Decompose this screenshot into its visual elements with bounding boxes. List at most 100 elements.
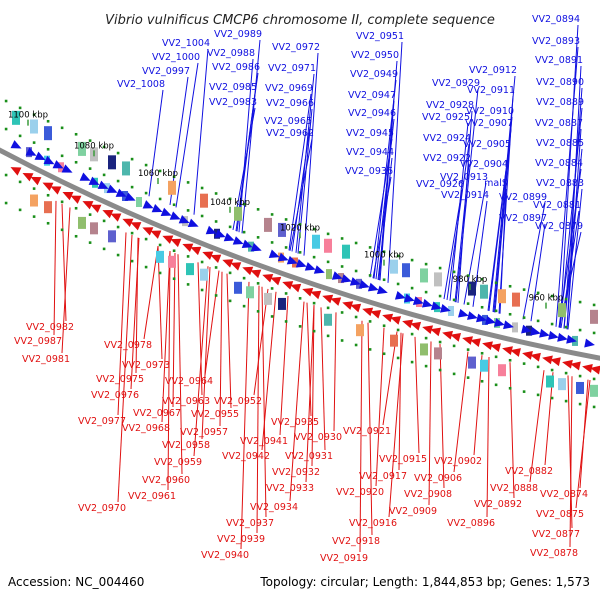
- forward-gene-arrow: [548, 330, 559, 340]
- reverse-gene-arrow: [402, 319, 414, 329]
- forward-gene-line: [530, 223, 546, 322]
- reverse-gene-arrow: [422, 325, 434, 334]
- reverse-gene-label: VV2_0957: [180, 427, 228, 438]
- marker-dot-low: [340, 311, 344, 314]
- reverse-gene-label: VV2_0937: [226, 518, 274, 529]
- forward-gene-label: VV2_0884: [535, 158, 583, 169]
- forward-gene-arrow: [277, 252, 289, 262]
- marker-dot-mid: [480, 305, 484, 309]
- forward-gene-arrow: [223, 232, 235, 242]
- forward-gene-arrow: [412, 296, 424, 305]
- reverse-gene-label: VV2_0935: [271, 417, 319, 428]
- annotation-block: [402, 263, 410, 278]
- forward-gene-arrow: [430, 301, 442, 311]
- reverse-gene-label: VV2_0896: [447, 518, 495, 529]
- reverse-gene-label: VV2_0892: [474, 499, 522, 510]
- reverse-gene-label: VV2_0877: [532, 529, 580, 540]
- reverse-gene-arrow: [450, 333, 462, 342]
- marker-dot-mid: [522, 316, 526, 319]
- forward-gene-label: VV2_0894: [532, 14, 580, 25]
- reverse-gene-label: VV2_0918: [332, 536, 380, 547]
- marker-dot-bottom: [382, 352, 386, 356]
- marker-dot-top: [550, 294, 554, 298]
- reverse-gene-arrow: [10, 167, 22, 176]
- forward-gene-arrow: [268, 249, 280, 258]
- forward-gene-line: [455, 88, 479, 303]
- reverse-gene-arrow: [250, 269, 262, 279]
- marker-dot-top: [60, 126, 64, 130]
- annotation-block: [12, 110, 20, 125]
- forward-gene-label: VV2_0893: [532, 36, 580, 47]
- reverse-gene-line: [167, 250, 171, 491]
- marker-dot-top: [4, 99, 8, 103]
- kbp-scale: 1100 kbp 1080 kbp 1060 kbp 1040 kbp 1020 kbp…: [8, 111, 563, 309]
- chromosome-backbone: [0, 147, 600, 361]
- reverse-gene-label: VV2_0941: [240, 436, 288, 447]
- reverse-gene-label: VV2_0931: [285, 451, 333, 462]
- forward-gene-arrow: [97, 180, 109, 189]
- forward-gene-arrow: [485, 315, 496, 325]
- forward-gene-label: VV2_0985: [209, 82, 257, 93]
- forward-gene-arrow: [566, 334, 577, 344]
- reverse-gene-line: [306, 302, 312, 417]
- reverse-gene-arrow: [490, 343, 501, 353]
- marker-dot-mid: [592, 331, 596, 335]
- marker-dot-bottom: [116, 253, 120, 257]
- reverse-gene-label: VV2_0934: [250, 502, 298, 513]
- reverse-gene-arrow: [330, 297, 342, 306]
- reverse-gene-arrow: [550, 357, 561, 367]
- forward-gene-line: [463, 182, 487, 305]
- annotation-block: [200, 268, 208, 281]
- marker-dot-mid: [424, 290, 428, 294]
- forward-gene-line: [369, 138, 393, 278]
- forward-gene-label: VV2_0914: [441, 190, 489, 201]
- reverse-gene-label: VV2_0939: [217, 534, 265, 545]
- marker-dot-top: [298, 223, 302, 226]
- forward-gene-line: [289, 138, 313, 251]
- reverse-gene-label: VV2_0906: [414, 473, 462, 484]
- marker-dot-low: [522, 362, 526, 365]
- marker-dot-top: [466, 274, 470, 277]
- forward-gene-arrow: [394, 291, 406, 300]
- annotation-block: [122, 161, 130, 176]
- annotation-block: [278, 297, 286, 310]
- reverse-gene-label: VV2_0882: [505, 466, 553, 477]
- marker-dot-top: [494, 281, 498, 285]
- annotation-block: [44, 201, 52, 214]
- reverse-gene-arrow: [202, 251, 214, 260]
- reverse-gene-label: VV2_0933: [266, 483, 314, 494]
- reverse-gene-line: [453, 351, 469, 473]
- reverse-gene-arrow: [150, 230, 162, 239]
- marker-dot-top: [368, 246, 372, 249]
- reverse-gene-arrow: [142, 227, 154, 236]
- marker-dot-low: [592, 377, 596, 381]
- forward-gene-label: VV2_0887: [535, 118, 583, 129]
- reverse-gene-label: VV2_0955: [191, 409, 239, 420]
- forward-gene-label: VV2_0910: [466, 106, 514, 117]
- reverse-gene-arrow: [522, 350, 533, 360]
- reverse-gene-label: VV2_0970: [78, 503, 126, 514]
- marker-dot-mid: [466, 302, 470, 305]
- marker-dot-top: [382, 250, 386, 254]
- marker-dot-low: [578, 374, 582, 378]
- forward-gene-arrow: [521, 324, 532, 334]
- forward-gene-arrow: [124, 192, 136, 201]
- marker-dot-low: [312, 301, 316, 305]
- annotation-block: [420, 343, 428, 356]
- forward-gene-label: VV2_0883: [536, 178, 584, 189]
- reverse-gene-arrow: [382, 313, 394, 323]
- marker-dot-mid: [410, 286, 414, 290]
- forward-gene-label: VV2_0881: [533, 200, 581, 211]
- reverse-gene-arrow: [162, 235, 174, 244]
- annotation-block: [264, 217, 272, 232]
- forward-gene-arrow: [142, 200, 154, 209]
- forward-gene-arrow: [304, 262, 316, 271]
- forward-gene-line: [446, 143, 470, 300]
- marker-dots: [4, 99, 596, 409]
- forward-gene-arrow: [458, 308, 469, 318]
- forward-gene-label: VV2_1004: [162, 38, 210, 49]
- reverse-gene-line: [359, 320, 363, 553]
- marker-dot-low: [214, 266, 218, 269]
- reverse-gene-label: VV2_0981: [22, 354, 70, 365]
- forward-gene-arrow: [52, 160, 64, 169]
